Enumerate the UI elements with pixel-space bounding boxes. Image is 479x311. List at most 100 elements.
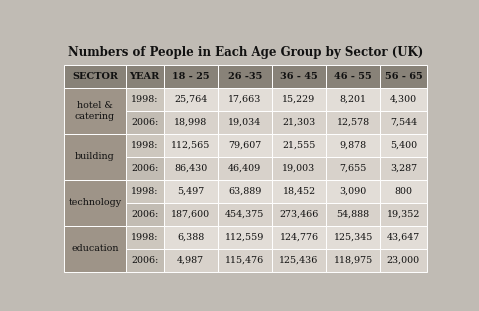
Text: 17,663: 17,663 [228, 95, 262, 104]
Text: 2006:: 2006: [131, 256, 159, 265]
Text: 26 -35: 26 -35 [228, 72, 262, 81]
Bar [164, 249, 218, 272]
Bar [272, 134, 326, 157]
Text: 273,466: 273,466 [279, 210, 319, 219]
Text: 3,287: 3,287 [390, 164, 417, 173]
Text: 9,878: 9,878 [340, 141, 366, 150]
Text: 46 - 55: 46 - 55 [334, 72, 372, 81]
Text: 19,034: 19,034 [228, 118, 262, 127]
Text: hotel &
catering: hotel & catering [75, 101, 115, 121]
Text: 2006:: 2006: [131, 210, 159, 219]
Bar [380, 134, 427, 157]
Text: 21,555: 21,555 [282, 141, 316, 150]
Bar [218, 180, 272, 203]
Bar [326, 226, 380, 249]
Text: 18,452: 18,452 [283, 187, 316, 196]
Text: 112,559: 112,559 [225, 233, 264, 242]
Bar [272, 226, 326, 249]
Bar [272, 203, 326, 226]
Text: 1998:: 1998: [131, 141, 159, 150]
Bar [218, 249, 272, 272]
Bar [380, 111, 427, 134]
Text: 36 - 45: 36 - 45 [280, 72, 318, 81]
Text: 187,600: 187,600 [171, 210, 210, 219]
Text: 125,436: 125,436 [279, 256, 319, 265]
Bar [272, 249, 326, 272]
Text: 454,375: 454,375 [225, 210, 264, 219]
Text: 12,578: 12,578 [337, 118, 370, 127]
Text: 19,003: 19,003 [282, 164, 316, 173]
Bar [218, 203, 272, 226]
Bar [326, 157, 380, 180]
Bar [380, 180, 427, 203]
Text: YEAR: YEAR [129, 72, 160, 81]
Text: 1998:: 1998: [131, 233, 159, 242]
Text: 1998:: 1998: [131, 95, 159, 104]
Bar [218, 134, 272, 157]
Text: 2006:: 2006: [131, 164, 159, 173]
Text: 63,889: 63,889 [228, 187, 262, 196]
Bar [164, 134, 218, 157]
Text: 43,647: 43,647 [387, 233, 420, 242]
Text: 23,000: 23,000 [387, 256, 420, 265]
Text: 1998:: 1998: [131, 187, 159, 196]
Text: 7,544: 7,544 [390, 118, 417, 127]
Bar [125, 111, 164, 134]
Bar [125, 88, 164, 111]
Bar [326, 249, 380, 272]
Text: 118,975: 118,975 [333, 256, 373, 265]
Bar [380, 226, 427, 249]
Bar [326, 111, 380, 134]
Text: 7,655: 7,655 [340, 164, 367, 173]
Bar [125, 134, 164, 157]
Bar [164, 65, 218, 88]
Text: 5,497: 5,497 [177, 187, 205, 196]
Bar [125, 203, 164, 226]
Text: 124,776: 124,776 [279, 233, 319, 242]
Bar [164, 88, 218, 111]
Bar [125, 157, 164, 180]
Bar [272, 157, 326, 180]
Text: building: building [75, 152, 115, 161]
Bar [125, 65, 164, 88]
Bar [326, 180, 380, 203]
Bar [64, 88, 125, 134]
Bar [64, 180, 125, 226]
Text: 79,607: 79,607 [228, 141, 262, 150]
Bar [64, 65, 125, 88]
Bar [164, 157, 218, 180]
Text: 86,430: 86,430 [174, 164, 207, 173]
Text: 4,987: 4,987 [177, 256, 205, 265]
Text: 4,300: 4,300 [390, 95, 417, 104]
Text: 15,229: 15,229 [282, 95, 316, 104]
Bar [272, 180, 326, 203]
Bar [380, 203, 427, 226]
Bar [64, 226, 125, 272]
Bar [272, 65, 326, 88]
Text: 125,345: 125,345 [333, 233, 373, 242]
Text: 18,998: 18,998 [174, 118, 207, 127]
Bar [218, 226, 272, 249]
Text: technology: technology [68, 198, 122, 207]
Bar [326, 203, 380, 226]
Text: 112,565: 112,565 [171, 141, 210, 150]
Bar [380, 65, 427, 88]
Bar [218, 111, 272, 134]
Bar [164, 203, 218, 226]
Text: 800: 800 [394, 187, 412, 196]
Bar [380, 88, 427, 111]
Bar [380, 249, 427, 272]
Text: Numbers of People in Each Age Group by Sector (UK): Numbers of People in Each Age Group by S… [68, 46, 423, 59]
Bar [218, 88, 272, 111]
Bar [125, 226, 164, 249]
Text: 115,476: 115,476 [225, 256, 264, 265]
Text: 46,409: 46,409 [228, 164, 262, 173]
Text: 54,888: 54,888 [337, 210, 370, 219]
Text: 18 - 25: 18 - 25 [172, 72, 209, 81]
Bar [272, 111, 326, 134]
Bar [380, 157, 427, 180]
Bar [326, 65, 380, 88]
Bar [125, 249, 164, 272]
Bar [164, 111, 218, 134]
Bar [64, 134, 125, 180]
